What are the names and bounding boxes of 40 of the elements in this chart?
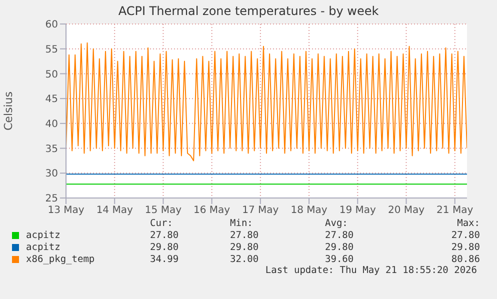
legend-label: acpitz	[26, 242, 60, 253]
x-tick-label: 19 May	[339, 205, 376, 216]
y-tick-label: 30	[45, 168, 58, 180]
y-tick-label: 55	[45, 44, 58, 56]
legend-label: acpitz	[26, 230, 60, 241]
text: 80.86	[450, 254, 480, 265]
text: 39.60	[325, 254, 355, 265]
text: 27.80	[230, 230, 260, 241]
text: 29.80	[230, 242, 260, 253]
line-series	[66, 42, 467, 162]
text: 29.80	[150, 242, 180, 253]
y-tick-label: 60	[45, 20, 58, 31]
x-tick-label: 20 May	[388, 205, 425, 216]
text: Max:	[456, 218, 480, 229]
x-tick-label: 13 May	[48, 205, 84, 216]
x-tick-label: 16 May	[194, 205, 230, 216]
legend-label: x86_pkg_temp	[26, 254, 95, 265]
text: Avg:	[325, 218, 349, 229]
y-tick-label: 50	[45, 69, 58, 80]
y-tick-label: 45	[45, 94, 58, 106]
text: 27.80	[325, 230, 355, 241]
y-axis-title: Celsius	[2, 91, 15, 130]
text: 34.99	[150, 254, 180, 265]
x-tick-label: 17 May	[242, 205, 279, 216]
text: Cur:	[150, 218, 174, 229]
text: 27.80	[450, 230, 480, 241]
x-tick-label: 15 May	[144, 205, 182, 216]
x-tick-label: 18 May	[290, 205, 328, 216]
text: 29.80	[450, 242, 480, 253]
text: Last update: Thu May 21 18:55:20 2026	[264, 265, 478, 276]
y-tick-label: 35	[45, 144, 58, 155]
text: 32.00	[230, 254, 260, 265]
text: 29.80	[325, 242, 355, 253]
y-tick-label: 25	[45, 194, 58, 205]
x-tick-label: 21 May	[436, 205, 474, 216]
text: Min:	[230, 218, 254, 229]
text: 27.80	[150, 230, 180, 241]
x-tick-label: 14 May	[96, 205, 133, 216]
y-tick-label: 40	[45, 118, 58, 130]
chart-title: ACPI Thermal zone temperatures - by week	[117, 3, 380, 20]
